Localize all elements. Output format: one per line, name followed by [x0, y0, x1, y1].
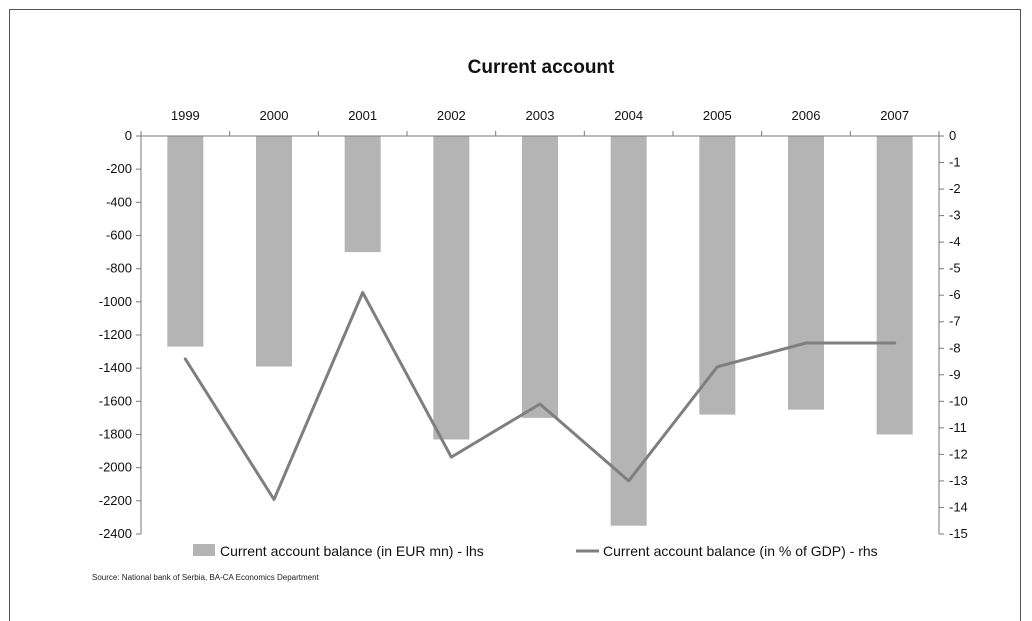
left-tick-label: -1800	[99, 427, 132, 442]
right-tick-label: -7	[949, 314, 961, 329]
left-tick-label: -200	[106, 161, 132, 176]
bar-2006	[788, 136, 824, 410]
left-tick-label: -600	[106, 228, 132, 243]
bar-2005	[699, 136, 736, 415]
right-tick-label: -1	[949, 155, 961, 170]
category-label-2005: 2005	[703, 108, 732, 123]
right-tick-label: -5	[949, 261, 961, 276]
right-tick-label: 0	[949, 128, 956, 143]
bar-2002	[433, 136, 470, 440]
left-tick-label: -2200	[99, 493, 132, 508]
category-label-2001: 2001	[348, 108, 377, 123]
right-tick-label: -12	[949, 446, 968, 461]
category-label-2007: 2007	[880, 108, 909, 123]
left-tick-label: -2400	[99, 526, 132, 541]
right-tick-label: -9	[949, 367, 961, 382]
right-tick-label: -6	[949, 287, 961, 302]
chart-source-note: Source: National bank of Serbia, BA-CA E…	[92, 573, 320, 582]
left-tick-label: 0	[125, 128, 132, 143]
right-tick-label: -2	[949, 181, 961, 196]
right-tick-label: -4	[949, 234, 961, 249]
legend-bar-label: Current account balance (in EUR mn) - lh…	[220, 543, 484, 559]
category-label-2003: 2003	[526, 108, 555, 123]
category-label-2000: 2000	[260, 108, 289, 123]
bar-2003	[522, 136, 558, 418]
left-tick-label: -800	[106, 261, 132, 276]
left-tick-label: -400	[106, 194, 132, 209]
bar-2004	[610, 136, 647, 526]
right-tick-label: -14	[949, 499, 968, 514]
right-tick-label: -3	[949, 208, 961, 223]
left-tick-label: -1400	[99, 360, 132, 375]
category-label-2002: 2002	[437, 108, 466, 123]
bar-1999	[167, 136, 204, 347]
left-tick-label: -2000	[99, 460, 132, 475]
bar-2001	[344, 136, 381, 253]
category-label-2004: 2004	[614, 108, 643, 123]
right-tick-label: -13	[949, 473, 968, 488]
bar-2000	[256, 136, 292, 367]
right-tick-label: -11	[949, 420, 967, 435]
left-tick-label: -1200	[99, 327, 132, 342]
chart-title: Current account	[468, 57, 615, 78]
legend-bar-swatch	[193, 544, 215, 556]
right-tick-label: -15	[949, 526, 968, 541]
right-tick-label: -10	[949, 393, 968, 408]
bar-2007	[876, 136, 913, 435]
left-tick-label: -1000	[99, 294, 132, 309]
left-tick-label: -1600	[99, 393, 132, 408]
right-tick-label: -8	[949, 340, 961, 355]
legend-line-label: Current account balance (in % of GDP) - …	[603, 543, 878, 559]
category-label-2006: 2006	[792, 108, 821, 123]
category-label-1999: 1999	[171, 108, 200, 123]
